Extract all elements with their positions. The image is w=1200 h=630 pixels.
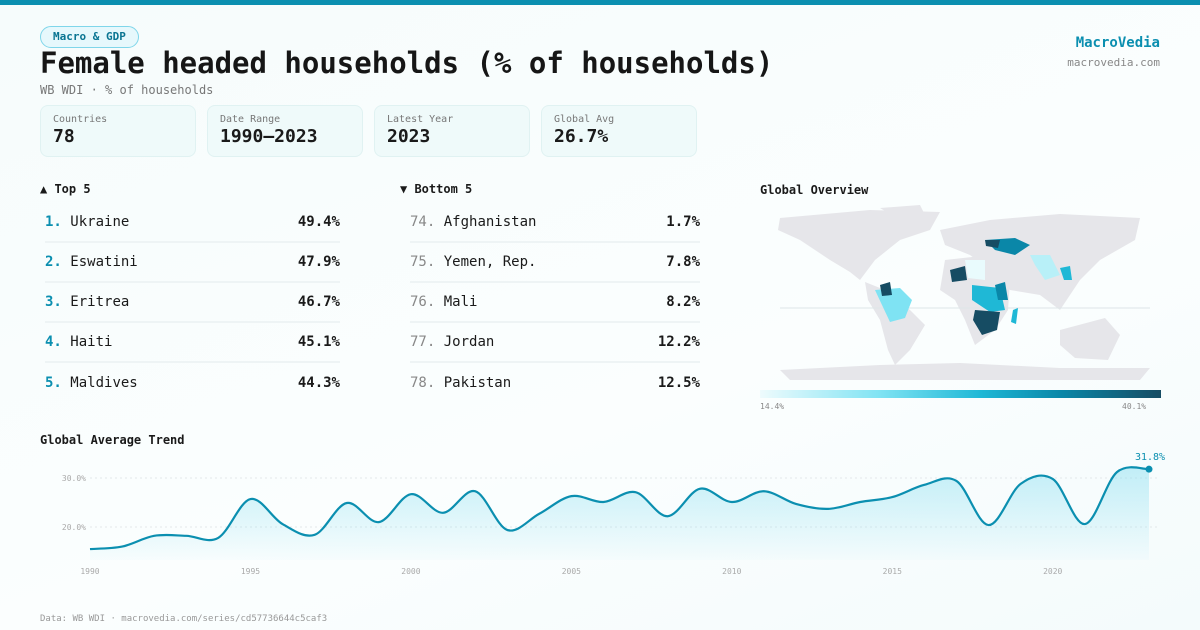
data-point [1145,465,1153,473]
country-label: 76. Mali [410,294,477,310]
rank: 5. [45,375,62,391]
legend-max: 40.1% [1122,402,1147,411]
x-tick-label: 2005 [562,567,581,576]
x-tick-label: 2010 [722,567,741,576]
country-name: Afghanistan [443,214,537,230]
country-value: 12.5% [657,375,700,391]
list-item[interactable]: 3. Eritrea 46.7% [45,283,340,323]
country-name: Eritrea [70,294,130,310]
list-item[interactable]: 75. Yemen, Rep. 7.8% [410,243,700,283]
world-map [778,205,1150,380]
rank: 4. [45,334,62,350]
rank: 78. [410,375,436,391]
country-value: 44.3% [297,375,340,391]
country-name: Maldives [70,375,138,391]
list-item[interactable]: 1. Ukraine 49.4% [45,203,340,243]
country-value: 12.2% [657,334,700,350]
rank: 75. [410,254,436,270]
country-label: 77. Jordan [410,334,494,350]
list-item[interactable]: 5. Maldives 44.3% [45,363,340,403]
x-tick-label: 1990 [80,567,99,576]
country-name: Eswatini [70,254,138,270]
x-tick-label: 2020 [1043,567,1062,576]
country-label: 75. Yemen, Rep. [410,254,536,270]
country-value: 45.1% [297,334,340,350]
rank: 77. [410,334,436,350]
stat-date-range: Date Range 1990–2023 [207,105,363,157]
country-label: 78. Pakistan [410,375,511,391]
trend-line [89,466,1150,551]
country-name: Haiti [70,334,113,350]
country-name: Ukraine [70,214,130,230]
top-accent-bar [0,0,1200,5]
bottom5-heading: ▼ Bottom 5 [400,182,473,196]
map-color-legend [760,390,1161,398]
country-value: 47.9% [297,254,340,270]
rank: 2. [45,254,62,270]
country-name: Pakistan [443,375,512,391]
trend-chart: 20.0% 30.0% 1990 1995 2000 2005 2010 2015 2020 31… [62,452,1165,576]
stat-value: 1990–2023 [220,126,318,147]
map-land-nodata [778,205,1150,380]
stat-label: Countries [53,114,108,125]
country-value: 1.7% [666,214,700,230]
top5-list: 1. Ukraine 49.4% 2. Eswatini 47.9% 3. Eritre… [45,203,340,403]
x-tick-label: 1995 [241,567,260,576]
map-data-regions [875,238,1072,335]
rank: 1. [45,214,62,230]
stat-value: 78 [53,126,75,147]
x-tick-label: 2015 [883,567,902,576]
brand-logo[interactable]: MacroVedia [1075,35,1160,51]
country-label: 3. Eritrea [45,294,129,310]
page-subtitle: WB WDI · % of households [40,83,214,97]
country-value: 49.4% [297,214,340,230]
country-label: 74. Afghanistan [410,214,536,230]
legend-min: 14.4% [760,402,785,411]
list-item[interactable]: 4. Haiti 45.1% [45,323,340,363]
list-item[interactable]: 2. Eswatini 47.9% [45,243,340,283]
stat-value: 26.7% [554,126,609,147]
page-title: Female headed households (% of household… [40,46,774,80]
map-heading: Global Overview [760,183,869,197]
country-name: Yemen, Rep. [443,254,537,270]
trend-heading: Global Average Trend [40,433,185,447]
stat-countries: Countries 78 [40,105,196,157]
country-label: 5. Maldives [45,375,138,391]
list-item[interactable]: 76. Mali 8.2% [410,283,700,323]
country-label: 1. Ukraine [45,214,129,230]
top5-heading: ▲ Top 5 [40,182,91,196]
y-tick-label: 20.0% [62,523,86,532]
trend-area [90,467,1149,560]
country-name: Mali [443,294,478,310]
list-item[interactable]: 77. Jordan 12.2% [410,323,700,363]
x-tick-label: 2000 [401,567,420,576]
y-tick-label: 30.0% [62,474,86,483]
brand-url[interactable]: macrovedia.com [1067,56,1160,69]
country-name: Jordan [443,334,495,350]
country-value: 7.8% [666,254,700,270]
category-badge[interactable]: Macro & GDP [40,26,139,48]
stat-latest-year: Latest Year 2023 [374,105,530,157]
rank: 74. [410,214,436,230]
stat-label: Latest Year [387,114,454,125]
bottom5-list: 74. Afghanistan 1.7% 75. Yemen, Rep. 7.8% 76… [410,203,700,403]
stat-value: 2023 [387,126,431,147]
list-item[interactable]: 74. Afghanistan 1.7% [410,203,700,243]
footer-source: Data: WB WDI · macrovedia.com/series/cd5… [40,614,328,624]
stat-label: Global Avg [554,114,615,125]
country-value: 8.2% [666,294,700,310]
rank: 76. [410,294,436,310]
country-value: 46.7% [297,294,340,310]
stat-label: Date Range [220,114,281,125]
list-item[interactable]: 78. Pakistan 12.5% [410,363,700,403]
country-label: 4. Haiti [45,334,112,350]
rank: 3. [45,294,62,310]
country-label: 2. Eswatini [45,254,138,270]
last-value-label: 31.8% [1135,452,1165,463]
stat-global-avg: Global Avg 26.7% [541,105,697,157]
